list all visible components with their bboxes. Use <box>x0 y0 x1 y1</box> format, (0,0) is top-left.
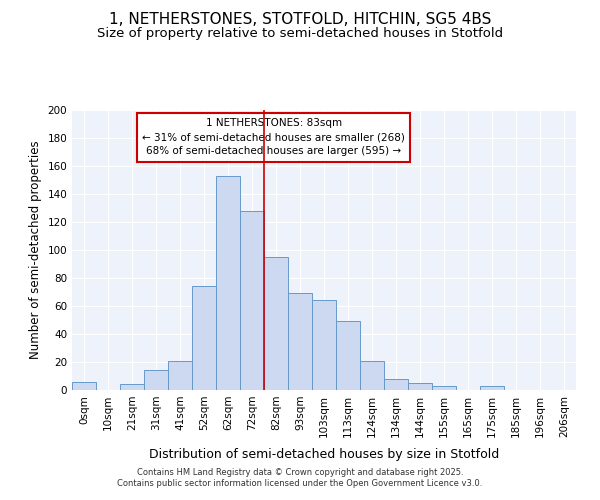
Bar <box>240 211 264 390</box>
Text: Contains HM Land Registry data © Crown copyright and database right 2025.
Contai: Contains HM Land Registry data © Crown c… <box>118 468 482 487</box>
Bar <box>360 360 384 390</box>
Bar <box>168 360 192 390</box>
X-axis label: Distribution of semi-detached houses by size in Stotfold: Distribution of semi-detached houses by … <box>149 448 499 461</box>
Text: 1 NETHERSTONES: 83sqm
← 31% of semi-detached houses are smaller (268)
68% of sem: 1 NETHERSTONES: 83sqm ← 31% of semi-deta… <box>142 118 405 156</box>
Bar <box>216 176 240 390</box>
Bar <box>480 386 504 390</box>
Bar <box>336 322 360 390</box>
Bar <box>120 384 144 390</box>
Bar <box>192 286 216 390</box>
Bar <box>264 257 288 390</box>
Text: 1, NETHERSTONES, STOTFOLD, HITCHIN, SG5 4BS: 1, NETHERSTONES, STOTFOLD, HITCHIN, SG5 … <box>109 12 491 28</box>
Bar <box>408 383 432 390</box>
Bar <box>432 386 456 390</box>
Text: Size of property relative to semi-detached houses in Stotfold: Size of property relative to semi-detach… <box>97 28 503 40</box>
Bar <box>288 294 312 390</box>
Bar <box>72 382 96 390</box>
Bar <box>312 300 336 390</box>
Bar <box>144 370 168 390</box>
Y-axis label: Number of semi-detached properties: Number of semi-detached properties <box>29 140 42 360</box>
Bar <box>384 379 408 390</box>
